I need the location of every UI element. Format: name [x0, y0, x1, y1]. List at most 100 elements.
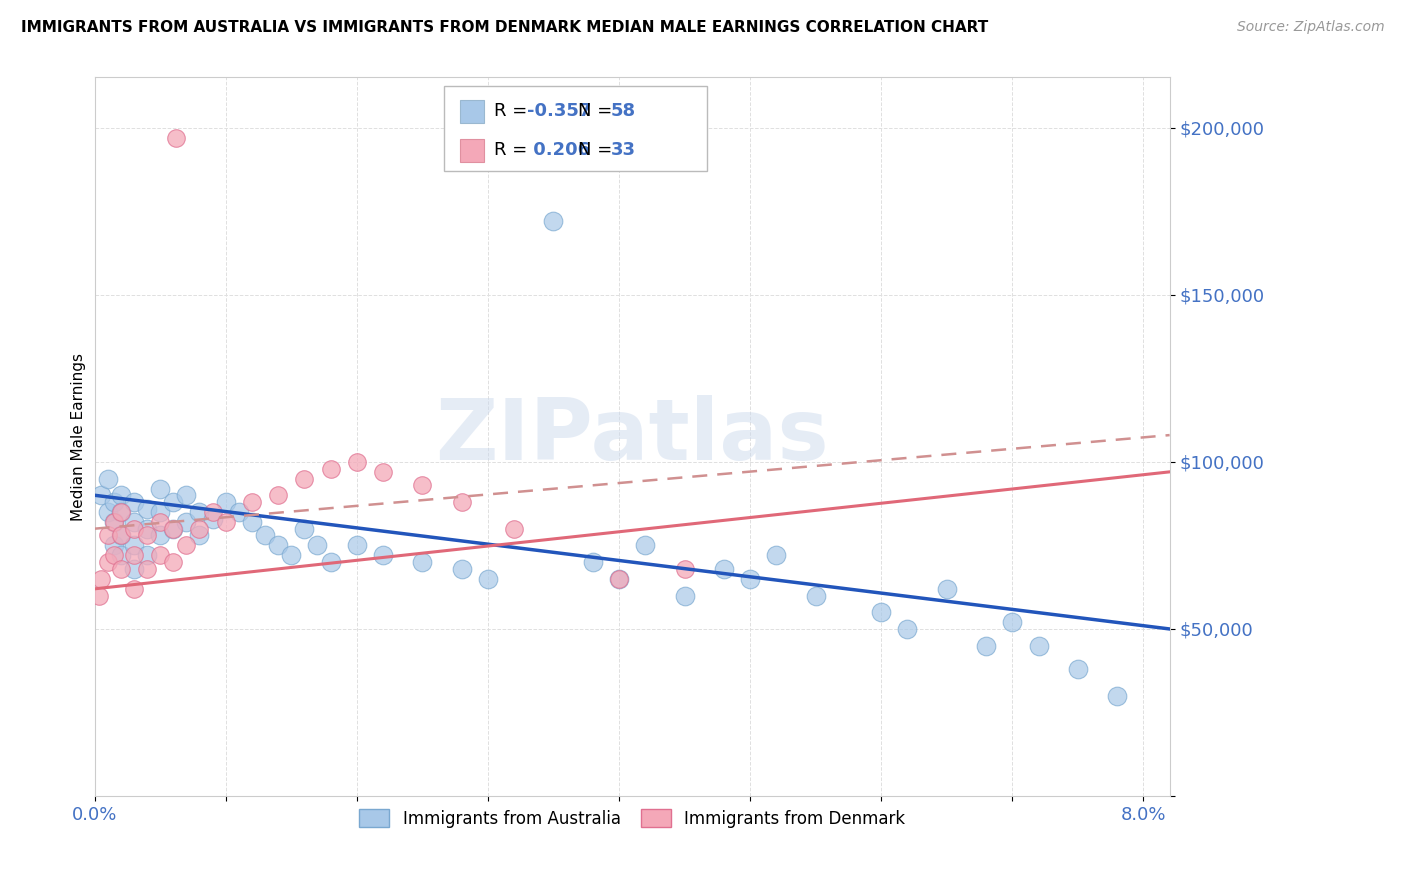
- Point: [346, 455, 368, 469]
- Text: ZIPatlas: ZIPatlas: [436, 395, 830, 478]
- Point: [411, 555, 433, 569]
- Point: [1028, 639, 1050, 653]
- Point: [149, 515, 172, 529]
- Point: [136, 549, 159, 563]
- Text: IMMIGRANTS FROM AUSTRALIA VS IMMIGRANTS FROM DENMARK MEDIAN MALE EARNINGS CORREL: IMMIGRANTS FROM AUSTRALIA VS IMMIGRANTS …: [21, 20, 988, 35]
- Point: [477, 572, 499, 586]
- Point: [97, 528, 120, 542]
- Point: [103, 549, 125, 563]
- Point: [136, 528, 159, 542]
- Point: [110, 549, 132, 563]
- Point: [122, 495, 145, 509]
- Point: [215, 515, 238, 529]
- Point: [201, 505, 224, 519]
- Y-axis label: Median Male Earnings: Median Male Earnings: [72, 352, 86, 521]
- Point: [765, 549, 787, 563]
- Point: [162, 522, 184, 536]
- Point: [673, 562, 696, 576]
- Point: [450, 562, 472, 576]
- Point: [136, 501, 159, 516]
- Point: [110, 505, 132, 519]
- FancyBboxPatch shape: [444, 86, 707, 171]
- Point: [122, 549, 145, 563]
- Point: [110, 528, 132, 542]
- Point: [110, 505, 132, 519]
- Point: [543, 214, 565, 228]
- Point: [240, 515, 263, 529]
- Point: [634, 538, 657, 552]
- Point: [162, 555, 184, 569]
- Point: [713, 562, 735, 576]
- Point: [122, 538, 145, 552]
- Point: [267, 488, 290, 502]
- Point: [319, 555, 342, 569]
- Point: [103, 495, 125, 509]
- Point: [738, 572, 761, 586]
- Point: [97, 471, 120, 485]
- Point: [319, 461, 342, 475]
- Text: R =: R =: [495, 141, 533, 159]
- Text: 33: 33: [610, 141, 636, 159]
- Point: [162, 495, 184, 509]
- Point: [307, 538, 329, 552]
- Text: N =: N =: [578, 141, 619, 159]
- Text: 58: 58: [610, 103, 636, 120]
- Point: [1001, 615, 1024, 630]
- Point: [582, 555, 605, 569]
- Point: [149, 528, 172, 542]
- Point: [607, 572, 630, 586]
- Point: [87, 589, 110, 603]
- Point: [110, 562, 132, 576]
- Legend: Immigrants from Australia, Immigrants from Denmark: Immigrants from Australia, Immigrants fr…: [353, 803, 911, 835]
- Point: [149, 482, 172, 496]
- Point: [97, 505, 120, 519]
- Point: [122, 515, 145, 529]
- Point: [103, 538, 125, 552]
- Point: [292, 471, 315, 485]
- Point: [176, 538, 198, 552]
- Point: [240, 495, 263, 509]
- Text: Source: ZipAtlas.com: Source: ZipAtlas.com: [1237, 20, 1385, 34]
- FancyBboxPatch shape: [460, 100, 484, 123]
- Point: [162, 522, 184, 536]
- Text: 0.206: 0.206: [527, 141, 591, 159]
- Text: -0.357: -0.357: [527, 103, 591, 120]
- Point: [176, 488, 198, 502]
- Point: [673, 589, 696, 603]
- Point: [253, 528, 276, 542]
- Point: [165, 130, 187, 145]
- Point: [804, 589, 827, 603]
- Point: [122, 522, 145, 536]
- Point: [503, 522, 526, 536]
- Point: [103, 515, 125, 529]
- Point: [215, 495, 238, 509]
- Point: [122, 582, 145, 596]
- Text: N =: N =: [578, 103, 619, 120]
- Point: [607, 572, 630, 586]
- Point: [267, 538, 290, 552]
- Point: [188, 522, 211, 536]
- Point: [103, 515, 125, 529]
- Point: [201, 511, 224, 525]
- Point: [1067, 662, 1090, 676]
- Point: [371, 465, 394, 479]
- Point: [110, 528, 132, 542]
- Point: [280, 549, 302, 563]
- Point: [450, 495, 472, 509]
- Point: [896, 622, 918, 636]
- Point: [292, 522, 315, 536]
- Point: [371, 549, 394, 563]
- Point: [110, 488, 132, 502]
- Text: R =: R =: [495, 103, 533, 120]
- Point: [188, 505, 211, 519]
- Point: [90, 572, 112, 586]
- Point: [176, 515, 198, 529]
- Point: [411, 478, 433, 492]
- Point: [149, 549, 172, 563]
- Point: [935, 582, 957, 596]
- Point: [97, 555, 120, 569]
- Point: [149, 505, 172, 519]
- Point: [122, 562, 145, 576]
- Point: [228, 505, 250, 519]
- Point: [870, 605, 893, 619]
